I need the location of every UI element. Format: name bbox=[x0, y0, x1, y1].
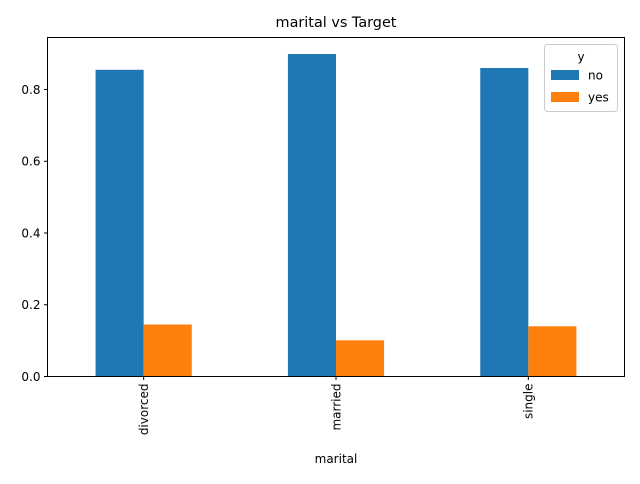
x-tick-label: married bbox=[329, 384, 343, 431]
legend-title: y bbox=[577, 50, 584, 64]
chart-title: marital vs Target bbox=[276, 15, 397, 31]
axes-frame bbox=[47, 37, 625, 377]
bar-yes-divorced bbox=[143, 324, 192, 377]
y-tick-label: 0.6 bbox=[21, 155, 40, 169]
x-tick-label: divorced bbox=[137, 384, 151, 436]
x-tick-label: single bbox=[522, 384, 536, 420]
legend-label-no: no bbox=[588, 69, 603, 83]
y-tick-label: 0.8 bbox=[21, 83, 40, 97]
x-axis-label: marital bbox=[315, 452, 358, 466]
y-tick-label: 0.4 bbox=[21, 226, 40, 240]
y-tick-label: 0.0 bbox=[21, 370, 40, 384]
bar-no-divorced bbox=[95, 69, 144, 377]
bar-no-married bbox=[287, 54, 336, 377]
bar-no-single bbox=[480, 67, 529, 377]
legend: y no yes bbox=[544, 44, 618, 112]
legend-swatch-yes bbox=[551, 92, 579, 102]
bar-yes-married bbox=[336, 340, 385, 377]
bars bbox=[95, 54, 577, 377]
x-axis: divorced married single bbox=[137, 376, 536, 436]
legend-label-yes: yes bbox=[588, 91, 609, 105]
y-tick-label: 0.2 bbox=[21, 298, 40, 312]
legend-swatch-no bbox=[551, 70, 579, 80]
y-axis: 0.0 0.2 0.4 0.6 0.8 bbox=[21, 83, 48, 384]
bar-yes-single bbox=[528, 326, 577, 377]
